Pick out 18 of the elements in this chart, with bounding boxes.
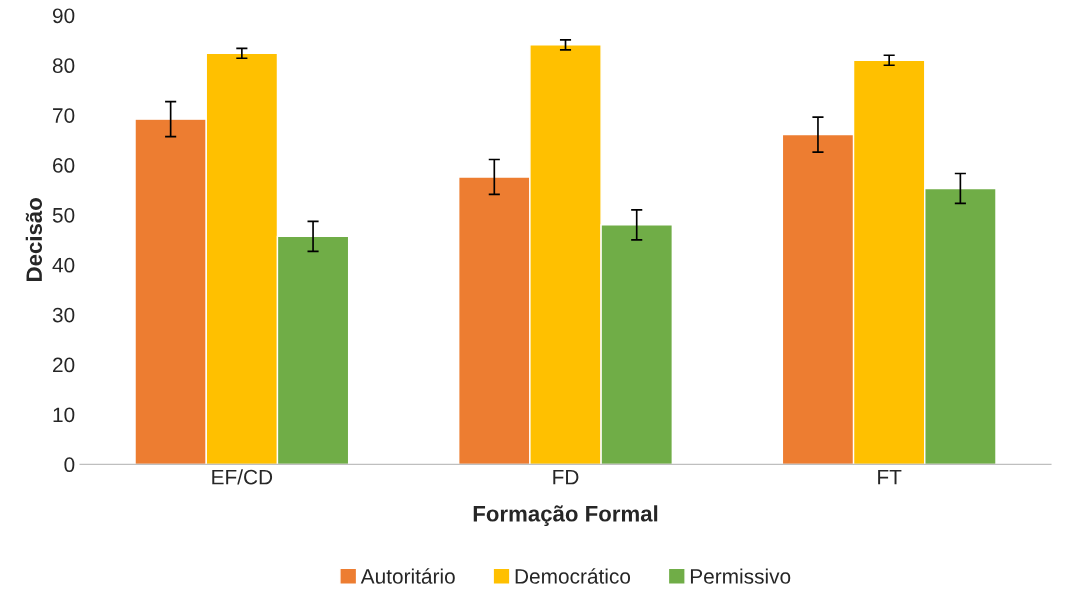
x-tick-label: EF/CD xyxy=(212,469,273,485)
y-tick-label: 70 xyxy=(53,108,75,123)
legend-label: Democrático xyxy=(515,568,631,584)
y-tick-label: 80 xyxy=(52,58,75,74)
x-tick-label: FT xyxy=(878,469,902,485)
y-tick-label: 40 xyxy=(52,257,75,273)
y-tick-label: 90 xyxy=(52,8,75,24)
y-axis-title: Decisão xyxy=(25,198,43,281)
y-tick-label: 20 xyxy=(53,357,75,373)
y-tick-label: 10 xyxy=(53,407,75,423)
y-tick-label: 30 xyxy=(52,307,75,323)
x-tick-label: FD xyxy=(553,469,579,485)
y-tick-label: 0 xyxy=(64,457,75,473)
y-tick-label: 50 xyxy=(52,207,75,223)
legend-label: Autoritário xyxy=(360,568,455,584)
x-axis-title: Formação Formal xyxy=(473,505,658,526)
legend-label: Permissivo xyxy=(690,568,791,584)
y-tick-label: 60 xyxy=(53,158,75,173)
